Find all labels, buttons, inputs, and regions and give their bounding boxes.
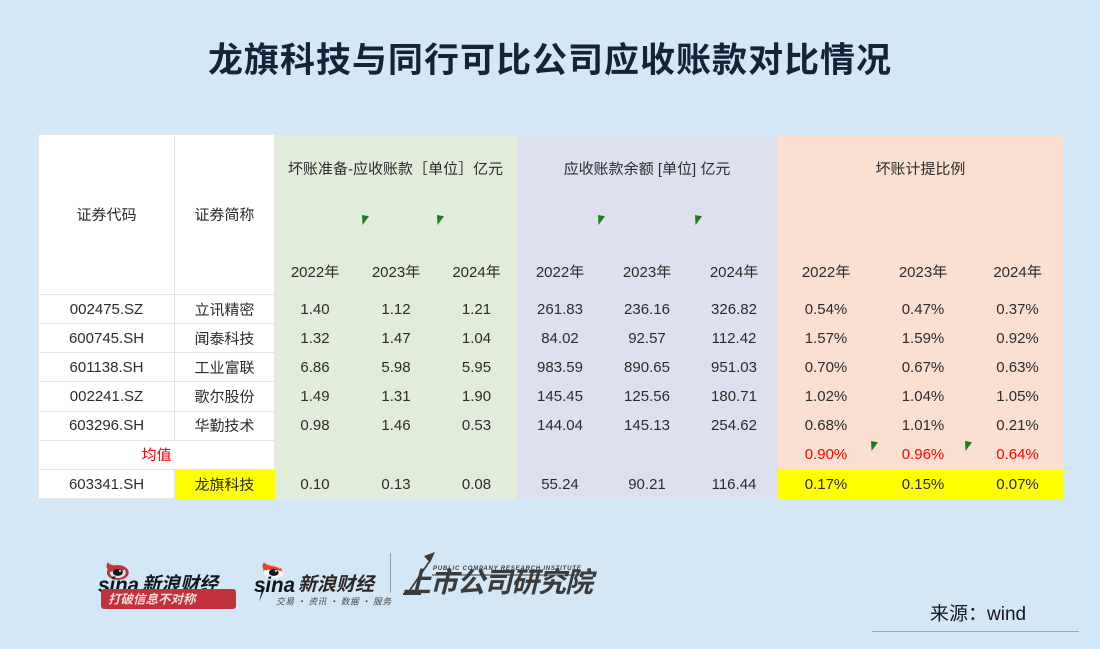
- svg-text:打破信息不对称: 打破信息不对称: [108, 589, 198, 608]
- svg-text:交易 · 资讯 · 数据 · 服务: 交易 · 资讯 · 数据 · 服务: [276, 595, 392, 608]
- svg-text:新浪财经: 新浪财经: [298, 570, 377, 597]
- svg-text:上市公司研究院: 上市公司研究院: [403, 561, 597, 601]
